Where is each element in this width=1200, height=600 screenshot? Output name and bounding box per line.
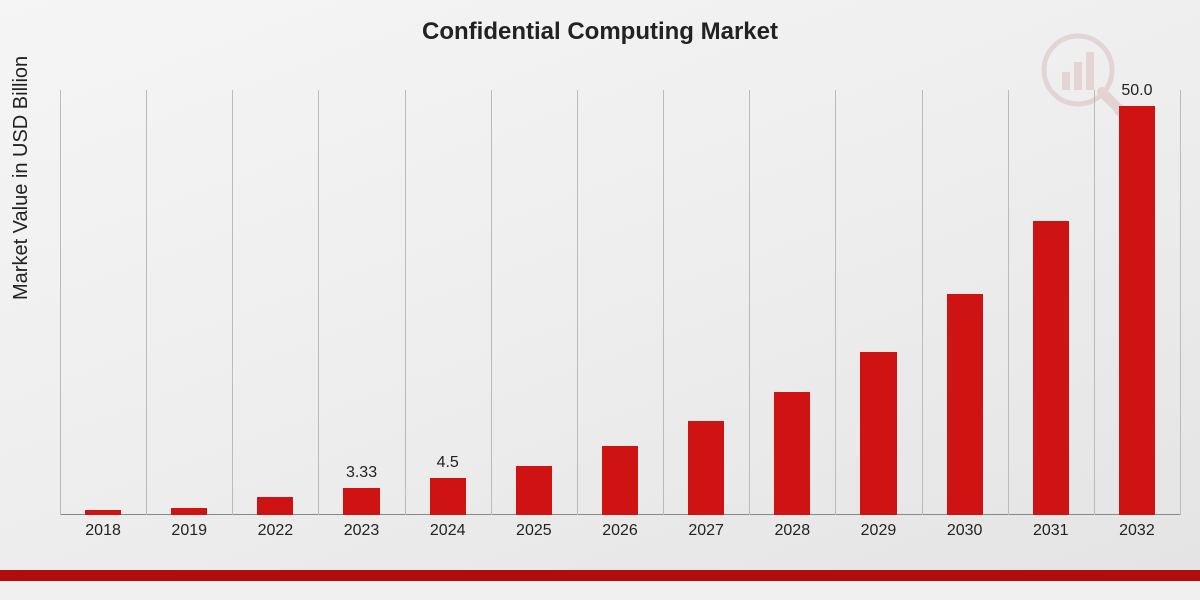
grid-line	[491, 90, 492, 515]
bar	[947, 294, 983, 515]
bar-value-label: 3.33	[346, 464, 377, 482]
x-tick-label: 2025	[516, 522, 552, 540]
bar	[171, 508, 207, 515]
bar	[430, 478, 466, 515]
bar	[602, 446, 638, 515]
x-tick-label: 2019	[171, 522, 207, 540]
x-tick-label: 2030	[947, 522, 983, 540]
bar	[343, 488, 379, 515]
bar	[85, 510, 121, 515]
x-tick-label: 2023	[344, 522, 380, 540]
chart-background: Confidential Computing Market Market Val…	[0, 0, 1200, 570]
grid-line	[663, 90, 664, 515]
bar	[860, 352, 896, 515]
grid-line	[405, 90, 406, 515]
x-tick-label: 2027	[688, 522, 724, 540]
x-tick-label: 2018	[85, 522, 121, 540]
footer-gray-stripe	[0, 581, 1200, 600]
bar	[1119, 106, 1155, 515]
grid-line	[318, 90, 319, 515]
bar	[688, 421, 724, 515]
x-tick-label: 2022	[258, 522, 294, 540]
footer-red-stripe	[0, 570, 1200, 581]
x-tick-label: 2028	[775, 522, 811, 540]
grid-line	[1008, 90, 1009, 515]
bar	[516, 466, 552, 515]
grid-line	[232, 90, 233, 515]
bar	[774, 392, 810, 515]
chart-title: Confidential Computing Market	[0, 18, 1200, 46]
y-axis-label: Market Value in USD Billion	[10, 56, 33, 300]
bar-value-label: 4.5	[437, 454, 459, 472]
grid-line	[922, 90, 923, 515]
x-tick-label: 2024	[430, 522, 466, 540]
bar	[1033, 221, 1069, 515]
grid-line	[749, 90, 750, 515]
x-tick-label: 2032	[1119, 522, 1155, 540]
grid-line	[146, 90, 147, 515]
grid-line	[577, 90, 578, 515]
x-tick-label: 2031	[1033, 522, 1069, 540]
grid-line	[1094, 90, 1095, 515]
grid-line	[835, 90, 836, 515]
x-tick-label: 2026	[602, 522, 638, 540]
bar-value-label: 50.0	[1121, 82, 1152, 100]
grid-line	[1180, 90, 1181, 515]
plot-area: 3.334.550.0	[60, 90, 1180, 515]
x-tick-label: 2029	[861, 522, 897, 540]
grid-line	[60, 90, 61, 515]
bar	[257, 497, 293, 515]
